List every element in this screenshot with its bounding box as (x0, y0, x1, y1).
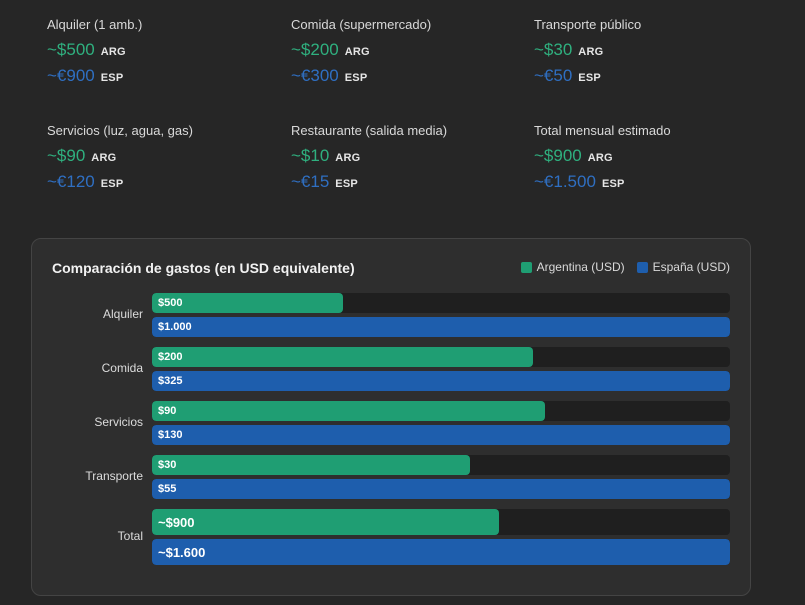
arg-unit: ARG (100, 46, 126, 58)
esp-price-line: ~€15 ESP (291, 173, 521, 193)
esp-price-line: ~€120 ESP (47, 173, 277, 193)
bar-espana: $130 (152, 425, 730, 445)
arg-price-line: ~$200 ARG (291, 41, 521, 61)
arg-price-line: ~$90 ARG (47, 147, 277, 167)
esp-unit: ESP (100, 178, 124, 190)
card-title: Alquiler (1 amb.) (47, 17, 143, 32)
arg-price-line: ~$30 ARG (534, 41, 764, 61)
bar-espana: $325 (152, 371, 730, 391)
legend-item: Argentina (USD) (520, 260, 625, 274)
arg-unit: ARG (578, 46, 604, 58)
bar-track: $200 (152, 347, 730, 367)
legend-label: España (USD) (652, 260, 730, 274)
legend-label: Argentina (USD) (536, 260, 625, 274)
chart-row: Servicios $90 $130 (32, 401, 752, 445)
bar-espana: ~$1.600 (152, 539, 730, 565)
esp-price-line: ~€50 ESP (534, 67, 764, 87)
chart-row: Total ~$900 ~$1.600 (32, 509, 752, 565)
cost-card: Alquiler (1 amb.) ~$500 ARG ~€900 ESP (47, 17, 277, 87)
esp-unit: ESP (601, 178, 625, 190)
bar-track: ~$1.600 (152, 539, 730, 565)
card-title: Restaurante (salida media) (291, 123, 448, 138)
esp-amount: ~€1.500 (534, 172, 596, 191)
esp-amount: ~€900 (47, 66, 95, 85)
bar-track: $1.000 (152, 317, 730, 337)
arg-amount: ~$90 (47, 146, 86, 165)
bar-track: $130 (152, 425, 730, 445)
category-label: Servicios (94, 415, 143, 429)
bar-argentina: $200 (152, 347, 534, 367)
esp-amount: ~€300 (291, 66, 339, 85)
cost-card: Comida (supermercado) ~$200 ARG ~€300 ESP (291, 17, 521, 87)
comparison-chart-panel: Comparación de gastos (en USD equivalent… (31, 238, 751, 596)
bar-track: ~$900 (152, 509, 730, 535)
esp-amount: ~€50 (534, 66, 573, 85)
esp-amount: ~€120 (47, 172, 95, 191)
cost-card: Restaurante (salida media) ~$10 ARG ~€15 ESP (291, 123, 521, 193)
arg-amount: ~$10 (291, 146, 330, 165)
card-title: Comida (supermercado) (291, 17, 432, 32)
legend-swatch (520, 261, 532, 273)
chart-title: Comparación de gastos (en USD equivalent… (52, 260, 355, 276)
bar-track: $325 (152, 371, 730, 391)
category-label: Transporte (85, 469, 143, 483)
chart-row: Alquiler $500 $1.000 (32, 293, 752, 337)
card-title: Total mensual estimado (534, 123, 671, 138)
arg-price-line: ~$900 ARG (534, 147, 764, 167)
bar-track: $55 (152, 479, 730, 499)
bar-argentina: $500 (152, 293, 343, 313)
category-label: Alquiler (102, 307, 143, 321)
esp-unit: ESP (578, 72, 601, 84)
card-title: Transporte público (534, 17, 642, 32)
bar-argentina: ~$900 (152, 509, 499, 535)
category-label: Total (117, 529, 143, 543)
esp-amount: ~€15 (291, 172, 330, 191)
arg-price-line: ~$10 ARG (291, 147, 521, 167)
bar-track: $500 (152, 293, 730, 313)
esp-price-line: ~€900 ESP (47, 67, 277, 87)
legend-swatch (636, 261, 648, 273)
esp-unit: ESP (100, 72, 124, 84)
chart-row: Comida $200 $325 (32, 347, 752, 391)
arg-price-line: ~$500 ARG (47, 41, 277, 61)
bar-track: $30 (152, 455, 730, 475)
esp-price-line: ~€1.500 ESP (534, 173, 764, 193)
category-label: Comida (101, 361, 143, 375)
bar-argentina: $30 (152, 455, 470, 475)
bar-track: $90 (152, 401, 730, 421)
bar-argentina: $90 (152, 401, 546, 421)
arg-amount: ~$500 (47, 40, 95, 59)
arg-amount: ~$200 (291, 40, 339, 59)
cost-cards: Alquiler (1 amb.) ~$500 ARG ~€900 ESP Comida … (47, 0, 787, 215)
esp-unit: ESP (344, 72, 368, 84)
cost-card: Total mensual estimado ~$900 ARG ~€1.500 ESP (534, 123, 764, 193)
arg-amount: ~$900 (534, 146, 582, 165)
chart-row: Transporte $30 $55 (32, 455, 752, 499)
arg-unit: ARG (344, 46, 370, 58)
esp-unit: ESP (335, 178, 358, 190)
arg-unit: ARG (91, 152, 117, 164)
cost-card: Servicios (luz, agua, gas) ~$90 ARG ~€120 ES… (47, 123, 277, 193)
arg-amount: ~$30 (534, 40, 573, 59)
bar-espana: $55 (152, 479, 730, 499)
chart-legend: Argentina (USD) España (USD) (520, 260, 730, 274)
cost-card: Transporte público ~$30 ARG ~€50 ESP (534, 17, 764, 87)
card-title: Servicios (luz, agua, gas) (47, 123, 193, 138)
bar-espana: $1.000 (152, 317, 730, 337)
esp-price-line: ~€300 ESP (291, 67, 521, 87)
arg-unit: ARG (335, 152, 361, 164)
legend-item: España (USD) (636, 260, 730, 274)
arg-unit: ARG (587, 152, 613, 164)
